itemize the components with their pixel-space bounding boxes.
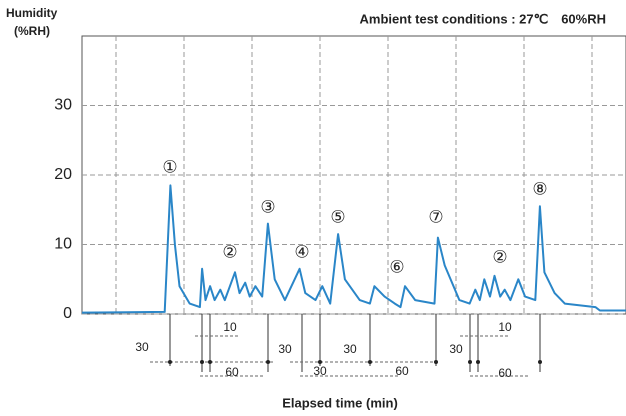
x-axis-label: Elapsed time (min) <box>282 395 398 410</box>
peak-label: ⑧ <box>532 179 547 198</box>
guide-dot <box>538 360 542 364</box>
peak-label: ② <box>222 242 237 261</box>
peak-label: ③ <box>260 197 275 216</box>
interval-label: 30 <box>343 342 357 356</box>
peak-label: ⑦ <box>428 207 443 226</box>
y-axis-label: Humidity <box>6 6 58 20</box>
interval-label: 10 <box>498 320 512 334</box>
interval-label: 30 <box>313 364 327 378</box>
y-tick-label: 10 <box>54 236 72 253</box>
y-tick-label: 0 <box>63 305 72 322</box>
guide-dot <box>318 360 322 364</box>
peak-label: ⑥ <box>389 257 404 276</box>
interval-label: 60 <box>498 366 512 380</box>
data-line <box>81 184 626 314</box>
guide-dot <box>368 360 372 364</box>
peak-label: ② <box>492 247 507 266</box>
y-tick-label: 20 <box>54 166 72 183</box>
interval-label: 30 <box>449 342 463 356</box>
guide-dot <box>208 360 212 364</box>
guide-dot <box>434 360 438 364</box>
interval-label: 30 <box>278 342 292 356</box>
chart-title: Ambient test conditions : 27℃ 60%RH <box>360 11 606 26</box>
guide-dot <box>168 360 172 364</box>
interval-label: 30 <box>135 340 149 354</box>
peak-label: ⑤ <box>330 207 345 226</box>
peak-label: ① <box>162 157 177 176</box>
guide-dot <box>266 360 270 364</box>
interval-label: 60 <box>225 365 239 379</box>
y-tick-label: 30 <box>54 97 72 114</box>
guide-dot <box>200 360 204 364</box>
y-axis-label: (%RH) <box>14 24 50 38</box>
guide-dot <box>468 360 472 364</box>
interval-label: 60 <box>395 364 409 378</box>
guide-dot <box>476 360 480 364</box>
interval-label: 10 <box>223 320 237 334</box>
peak-label: ④ <box>294 242 309 261</box>
